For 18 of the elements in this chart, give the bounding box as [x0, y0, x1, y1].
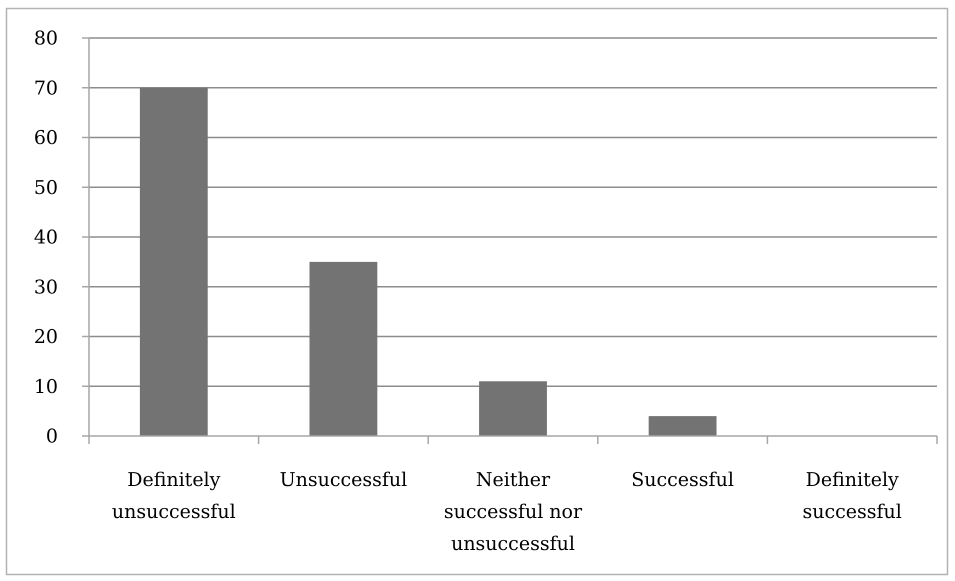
y-tick-label: 70 — [34, 77, 58, 100]
y-tick-label: 60 — [34, 127, 58, 150]
y-tick-label: 40 — [34, 226, 58, 249]
y-tick-label: 50 — [34, 176, 58, 199]
x-tick-label: Definitely unsuccessful — [112, 469, 236, 523]
x-tick-label: Definitely successful — [802, 469, 902, 523]
x-tick-label: Successful — [631, 469, 734, 491]
bar — [648, 416, 717, 436]
y-tick-label: 10 — [34, 376, 58, 398]
bar — [140, 88, 208, 436]
y-tick-label: 20 — [34, 326, 58, 348]
x-tick-label: Neither successful nor unsuccessful — [444, 469, 583, 555]
y-tick-label: 30 — [34, 276, 58, 298]
bar — [479, 381, 547, 436]
y-tick-label: 80 — [34, 28, 58, 50]
y-tick-label: 0 — [46, 426, 58, 448]
bar — [309, 262, 378, 436]
x-tick-label: Unsuccessful — [280, 469, 408, 491]
